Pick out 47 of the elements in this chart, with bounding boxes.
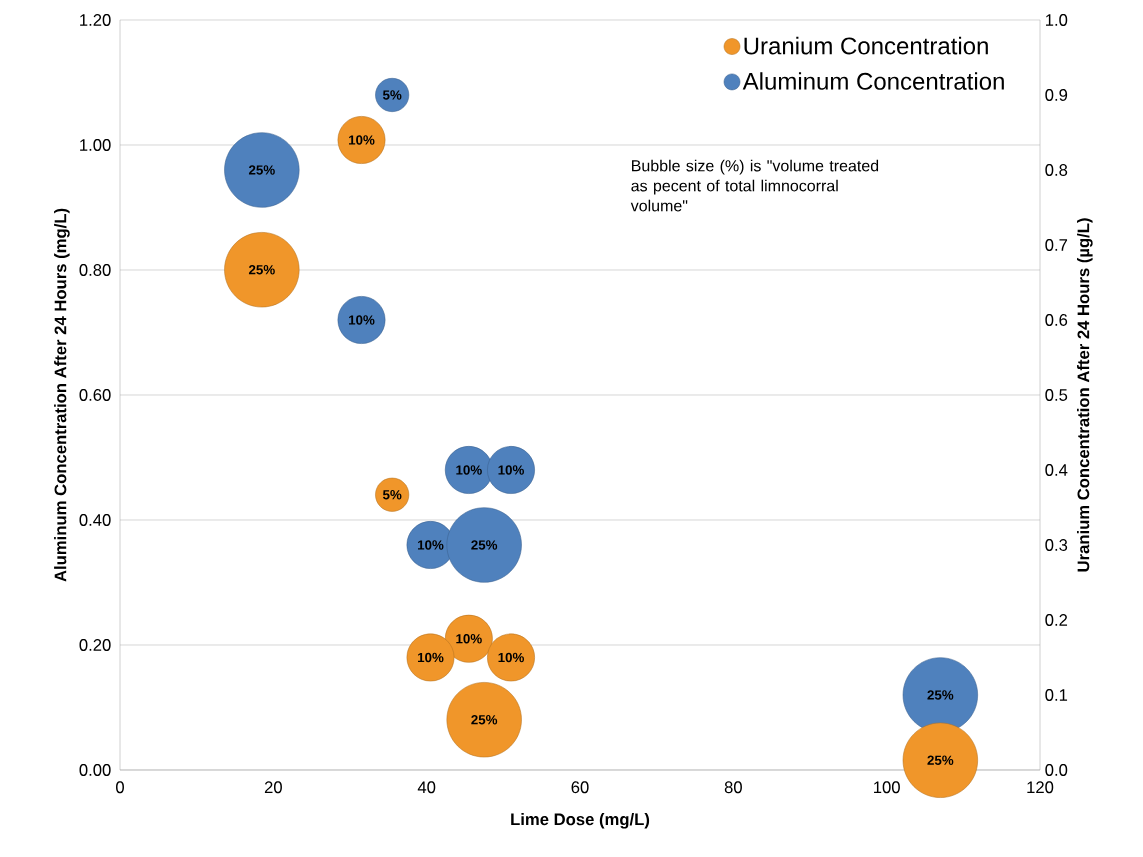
y2-tick-label: 0.6 bbox=[1045, 314, 1068, 326]
data-label: 25% bbox=[927, 755, 954, 765]
x-tick-label: 0 bbox=[116, 781, 124, 794]
data-label: 10% bbox=[498, 465, 524, 475]
y2-tick-label: 0.4 bbox=[1045, 464, 1068, 476]
data-label: 25% bbox=[927, 690, 954, 700]
y-tick-label: 0.60 bbox=[79, 389, 111, 401]
y-tick-label: 1.20 bbox=[80, 14, 111, 26]
y-tick-label: 0.20 bbox=[79, 639, 111, 651]
x-tick-label: 120 bbox=[1027, 781, 1054, 794]
x-tick-label: 80 bbox=[724, 781, 742, 794]
y2-tick-label: 0.7 bbox=[1045, 239, 1068, 251]
x-tick-label: 40 bbox=[417, 781, 436, 794]
y2-tick-label: 0.2 bbox=[1045, 614, 1068, 626]
data-label: 25% bbox=[248, 265, 275, 275]
y2-tick-label: 0.5 bbox=[1045, 389, 1068, 401]
data-label: 25% bbox=[471, 715, 498, 725]
y2-tick-label: 1.0 bbox=[1045, 14, 1068, 26]
data-label: 10% bbox=[349, 135, 375, 145]
legend-label: Aluminum Concentration bbox=[742, 72, 1004, 90]
y2-tick-label: 0.0 bbox=[1045, 764, 1068, 776]
y-tick-label: 0.80 bbox=[79, 264, 111, 276]
y-axis-title: Aluminum Concentration After 24 Hours (mg/L) bbox=[54, 208, 70, 582]
data-label: 10% bbox=[456, 465, 482, 475]
y-tick-label: 0.00 bbox=[79, 764, 111, 776]
data-label: 10% bbox=[418, 652, 444, 663]
y2-tick-label: 0.9 bbox=[1045, 89, 1068, 101]
data-label: 10% bbox=[498, 652, 524, 663]
y2-tick-label: 0.3 bbox=[1045, 539, 1068, 551]
annotation: Bubble size (%) is "volume treated as pecent of total limnocorral volume" bbox=[630, 159, 879, 212]
y2-tick-label: 0.1 bbox=[1045, 689, 1068, 701]
x-axis-title: Lime Dose (mg/L) bbox=[511, 812, 650, 829]
x-tick-label: 20 bbox=[264, 781, 282, 794]
data-label: 10% bbox=[349, 315, 375, 325]
x-tick-label: 100 bbox=[874, 781, 900, 794]
x-tick-label: 60 bbox=[571, 781, 589, 794]
data-label: 5% bbox=[382, 90, 402, 100]
legend-label: Uranium Concentration bbox=[744, 36, 988, 55]
data-label: 10% bbox=[418, 540, 444, 550]
data-label: 10% bbox=[456, 634, 482, 644]
data-label: 25% bbox=[248, 165, 275, 175]
data-label: 25% bbox=[471, 540, 498, 550]
y-tick-label: 0.40 bbox=[79, 514, 111, 526]
data-label: 5% bbox=[382, 490, 402, 500]
y-tick-label: 1.00 bbox=[80, 139, 111, 151]
y2-axis-title: Uranium Concentration After 24 Hours (µg/L) bbox=[1077, 218, 1093, 572]
y2-tick-label: 0.8 bbox=[1045, 164, 1068, 176]
